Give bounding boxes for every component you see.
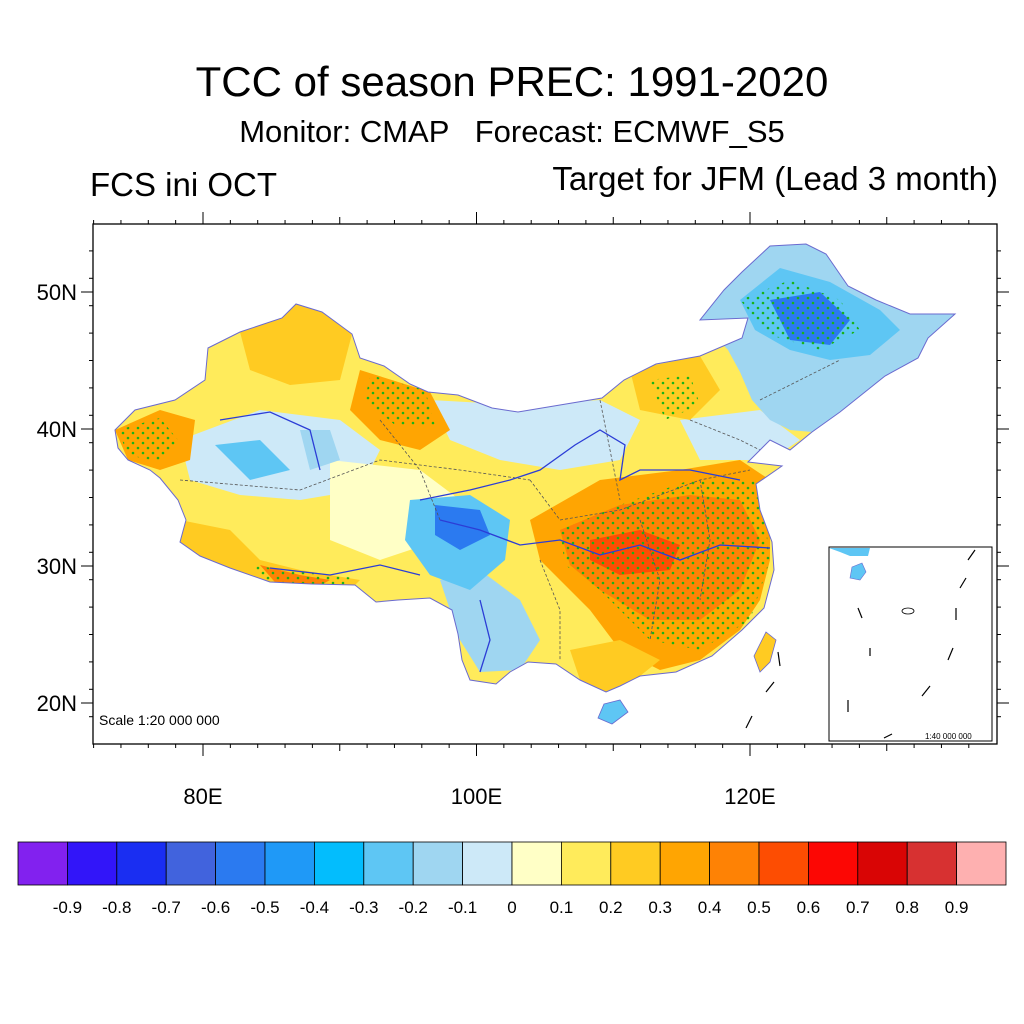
lat-label: 20N xyxy=(37,691,77,716)
colorbar-label: 0.1 xyxy=(550,898,574,917)
lon-label: 80E xyxy=(183,784,222,809)
lat-label: 50N xyxy=(37,280,77,305)
lat-label: 30N xyxy=(37,554,77,579)
maritime-boundary-dashes xyxy=(745,651,781,729)
colorbar-swatch xyxy=(313,841,365,886)
colorbar: -0.9 -0.8 -0.7 -0.6 -0.5 -0.4 -0.3 -0.2 -0.1 0 0.1… xyxy=(17,841,1007,917)
colorbar-label: -0.9 xyxy=(53,898,82,917)
colorbar-label: 0.7 xyxy=(846,898,870,917)
hainan-island xyxy=(597,699,629,725)
colorbar-label: -0.2 xyxy=(399,898,428,917)
taiwan-island xyxy=(753,631,777,673)
colorbar-swatch xyxy=(659,841,711,886)
init-month-label: FCS ini OCT xyxy=(90,166,278,203)
map-subtitle: Monitor: CMAP Forecast: ECMWF_S5 xyxy=(0,114,1024,150)
monitor-label: Monitor: CMAP xyxy=(239,114,449,149)
colorbar-swatch xyxy=(215,841,266,886)
colorbar-swatch xyxy=(462,841,513,886)
colorbar-label: 0.9 xyxy=(945,898,969,917)
scale-label: Scale 1:20 000 000 xyxy=(99,712,220,728)
colorbar-swatch xyxy=(511,841,562,886)
colorbar-swatch xyxy=(906,841,958,886)
colorbar-label: 0.2 xyxy=(599,898,623,917)
colorbar-label: -0.5 xyxy=(250,898,279,917)
map-title: TCC of season PREC: 1991-2020 xyxy=(195,58,829,105)
colorbar-swatch xyxy=(561,841,612,886)
colorbar-swatch xyxy=(264,841,315,886)
colorbar-label: -0.1 xyxy=(448,898,477,917)
colorbar-label: -0.4 xyxy=(300,898,329,917)
colorbar-label: -0.6 xyxy=(201,898,230,917)
colorbar-label: 0.6 xyxy=(797,898,821,917)
colorbar-swatch xyxy=(17,841,68,886)
colorbar-label: 0.5 xyxy=(747,898,771,917)
target-season-label: Target for JFM (Lead 3 month) xyxy=(552,160,998,197)
colorbar-swatch xyxy=(956,841,1007,886)
colorbar-swatch xyxy=(116,841,167,886)
colorbar-swatch xyxy=(165,841,216,886)
south-china-sea-inset: 1:40 000 000 xyxy=(828,546,993,742)
forecast-label: Forecast: ECMWF_S5 xyxy=(474,114,785,149)
colorbar-label: 0 xyxy=(507,898,516,917)
inset-scale-label: 1:40 000 000 xyxy=(925,732,972,741)
colorbar-swatch xyxy=(610,841,661,886)
colorbar-label: 0.4 xyxy=(698,898,722,917)
colorbar-label: -0.3 xyxy=(349,898,378,917)
colorbar-label: -0.7 xyxy=(152,898,181,917)
colorbar-swatch xyxy=(412,841,464,886)
colorbar-label: 0.8 xyxy=(895,898,919,917)
colorbar-label: 0.3 xyxy=(648,898,672,917)
colorbar-swatch xyxy=(709,841,760,886)
lat-label: 40N xyxy=(37,417,77,442)
lon-label: 120E xyxy=(724,784,775,809)
colorbar-label: -0.8 xyxy=(102,898,131,917)
colorbar-swatch xyxy=(758,841,809,886)
lon-label: 100E xyxy=(451,784,502,809)
colorbar-swatch xyxy=(857,841,908,886)
map-axes: 50N 40N 30N 20N 80E 100E 120E xyxy=(37,212,1009,809)
colorbar-swatch xyxy=(67,841,118,886)
colorbar-swatch xyxy=(363,841,414,886)
country-outline xyxy=(114,243,957,693)
colorbar-swatch xyxy=(808,841,859,886)
